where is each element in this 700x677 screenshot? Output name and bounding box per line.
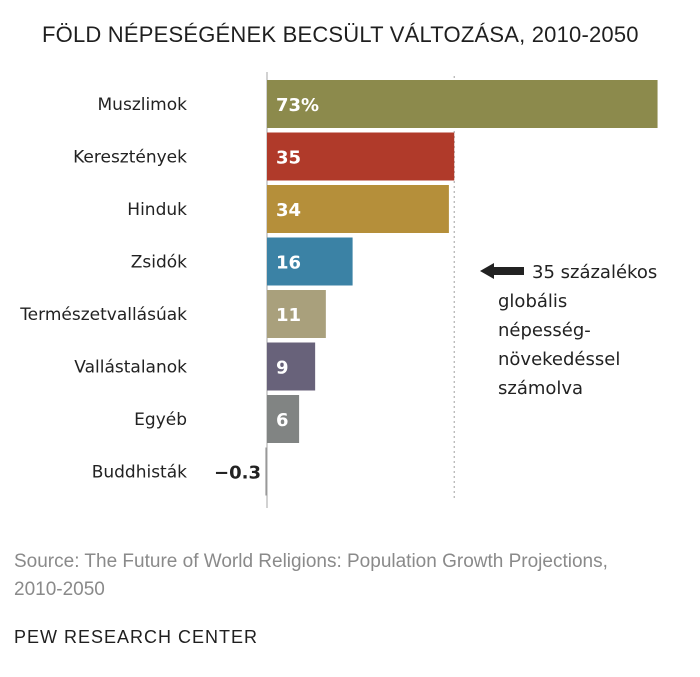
arrow-left-icon	[480, 263, 524, 279]
bar	[267, 80, 658, 128]
annotation-line: számolva	[498, 378, 584, 399]
value-label: 35	[276, 148, 301, 169]
annotation-line: növekedéssel	[498, 349, 621, 370]
category-label: Természetvallásúak	[19, 305, 187, 325]
bar	[267, 342, 316, 391]
bar	[265, 447, 267, 496]
value-label: 34	[276, 200, 301, 221]
source-note: Source: The Future of World Religions: P…	[14, 551, 608, 600]
reference-annotation: 35 százalékos globális népesség- növeked…	[498, 258, 688, 403]
value-label: 6	[276, 410, 289, 431]
value-label: 9	[276, 358, 289, 379]
category-label: Egyéb	[134, 410, 187, 430]
annotation-line: globális	[498, 291, 568, 312]
category-label: Keresztények	[73, 148, 187, 168]
bar	[267, 185, 449, 233]
value-label: 11	[276, 305, 301, 326]
chart-title: FÖLD NÉPESÉGÉNEK BECSÜLT VÁLTOZÁSA, 2010…	[42, 22, 639, 47]
bar	[267, 290, 326, 338]
category-label: Muszlimok	[98, 95, 188, 115]
category-label: Vallástalanok	[74, 358, 187, 378]
value-label: −0.3	[214, 463, 261, 484]
bar	[267, 395, 300, 443]
category-label: Buddhisták	[92, 463, 187, 483]
annotation-line: népesség-	[498, 320, 591, 341]
value-label: 16	[276, 253, 301, 274]
category-label: Hinduk	[127, 200, 187, 220]
category-label: Zsidók	[131, 253, 187, 273]
bar	[267, 132, 455, 181]
annotation-line: 35 százalékos	[532, 262, 658, 283]
organization-name: PEW RESEARCH CENTER	[14, 627, 259, 647]
bar	[267, 237, 353, 286]
value-label: 73%	[276, 95, 319, 116]
bar-chart: Muszlimok 73% Keresztények 35 Hinduk 34 Zsidók…	[19, 72, 658, 508]
